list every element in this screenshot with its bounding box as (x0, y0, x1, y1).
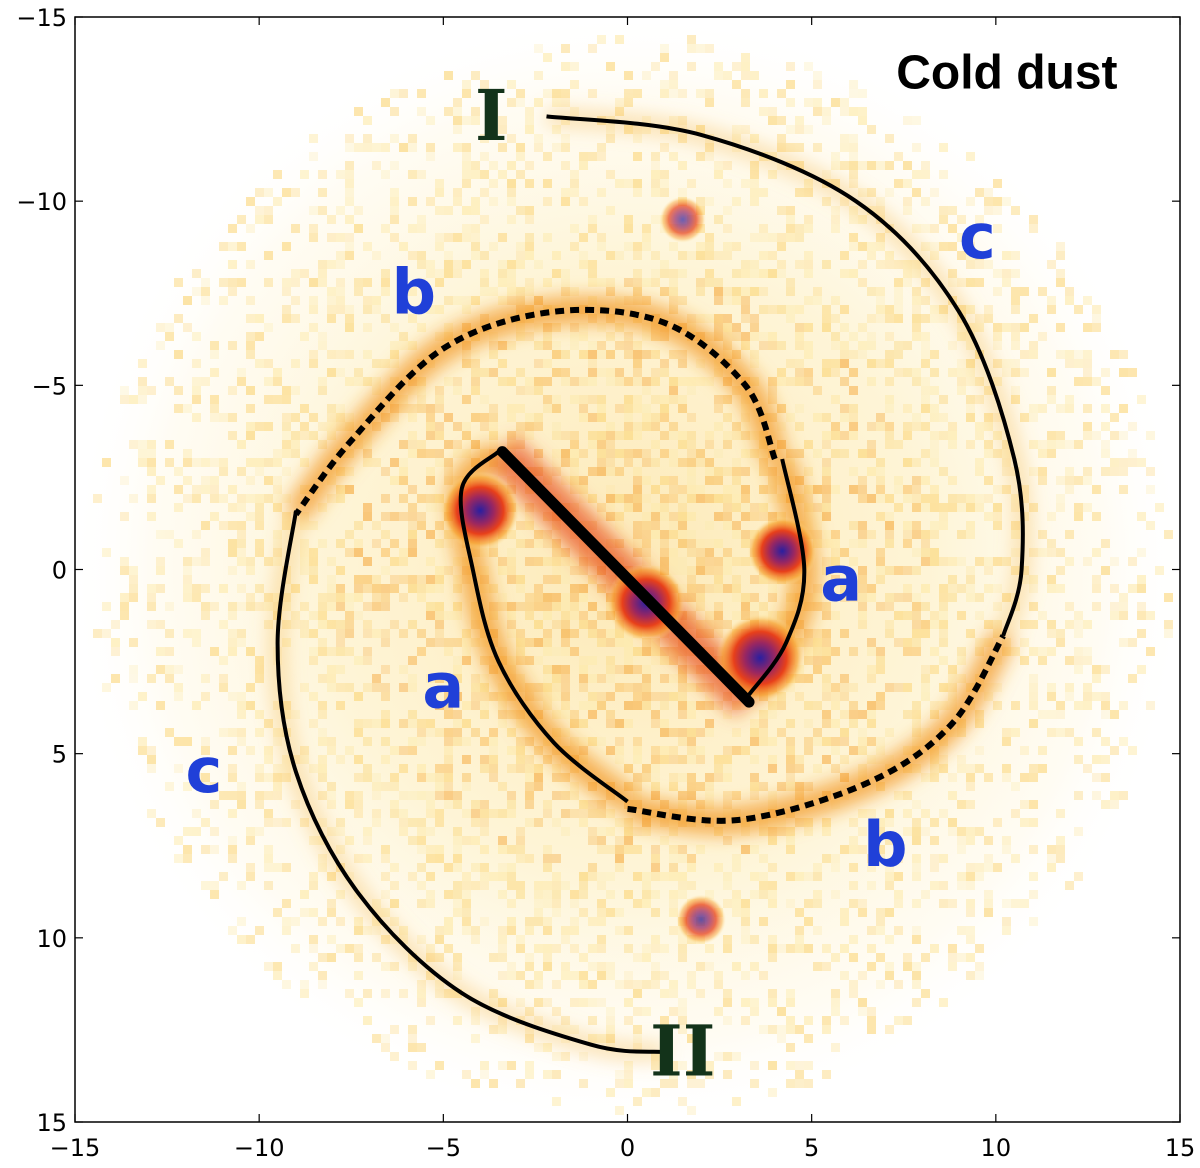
segment-label: b (863, 808, 907, 881)
x-tick-label: 5 (804, 1134, 819, 1162)
x-tick-label: −15 (50, 1134, 101, 1162)
y-tick-label: 0 (52, 557, 67, 585)
y-tick-label: 10 (36, 925, 67, 953)
y-tick-label: 15 (36, 1109, 67, 1137)
curve-outer-arm-lower (275, 510, 665, 1054)
x-tick-label: 0 (620, 1134, 635, 1162)
y-tick-label: −5 (32, 372, 67, 400)
arm-id-label: I (475, 74, 508, 157)
arm-id-label: II (650, 1010, 716, 1093)
x-tick-label: −10 (234, 1134, 285, 1162)
emission-peak-6 (659, 196, 706, 243)
emission-peak-1 (716, 613, 805, 702)
segment-label: a (422, 649, 464, 722)
curve-middle-arm-lower (627, 634, 1006, 824)
emission-peak-5 (676, 894, 726, 945)
curve-inner-arm-upper (458, 450, 629, 804)
spiral-arm-curves (275, 114, 1025, 1054)
curve-inner-arm-lower (747, 458, 807, 696)
segment-label: c (186, 734, 223, 807)
bar-line (496, 446, 755, 708)
y-tick-label: −15 (16, 4, 67, 32)
emission-peak-3 (440, 471, 520, 550)
curve-outer-arm-upper (546, 114, 1025, 637)
y-tick-label: 5 (52, 741, 67, 769)
x-tick-label: 10 (981, 1134, 1012, 1162)
segment-label: c (959, 200, 996, 273)
curve-middle-arm-upper (293, 306, 778, 517)
y-axis: −15 −10 −5 0 5 10 15 (16, 4, 1180, 1137)
x-axis: −15 −10 −5 0 5 10 15 (50, 17, 1196, 1162)
x-tick-label: 15 (1165, 1134, 1196, 1162)
panel-title: Cold dust (896, 47, 1117, 100)
segment-label: b (392, 255, 436, 328)
x-tick-label: −5 (426, 1134, 461, 1162)
segment-label: a (820, 543, 862, 616)
y-tick-label: −10 (16, 188, 67, 216)
